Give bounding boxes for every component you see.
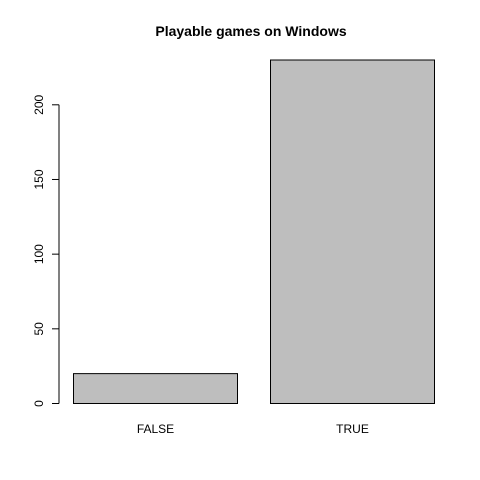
bar-true: [270, 59, 435, 404]
bar-false: [73, 373, 238, 404]
x-tick-label-true: TRUE: [336, 422, 369, 436]
y-tick-label: 200: [32, 94, 46, 114]
y-tick-label: 150: [32, 169, 46, 189]
bars-group: [73, 59, 435, 404]
x-tick-labels: FALSE TRUE: [137, 422, 369, 436]
y-tick-label: 100: [32, 244, 46, 264]
y-tick-label: 0: [32, 400, 46, 407]
x-tick-label-false: FALSE: [137, 422, 174, 436]
chart-title: Playable games on Windows: [155, 23, 346, 39]
y-axis: 0 50 100 150 200: [32, 94, 60, 407]
y-tick-label: 50: [32, 322, 46, 336]
